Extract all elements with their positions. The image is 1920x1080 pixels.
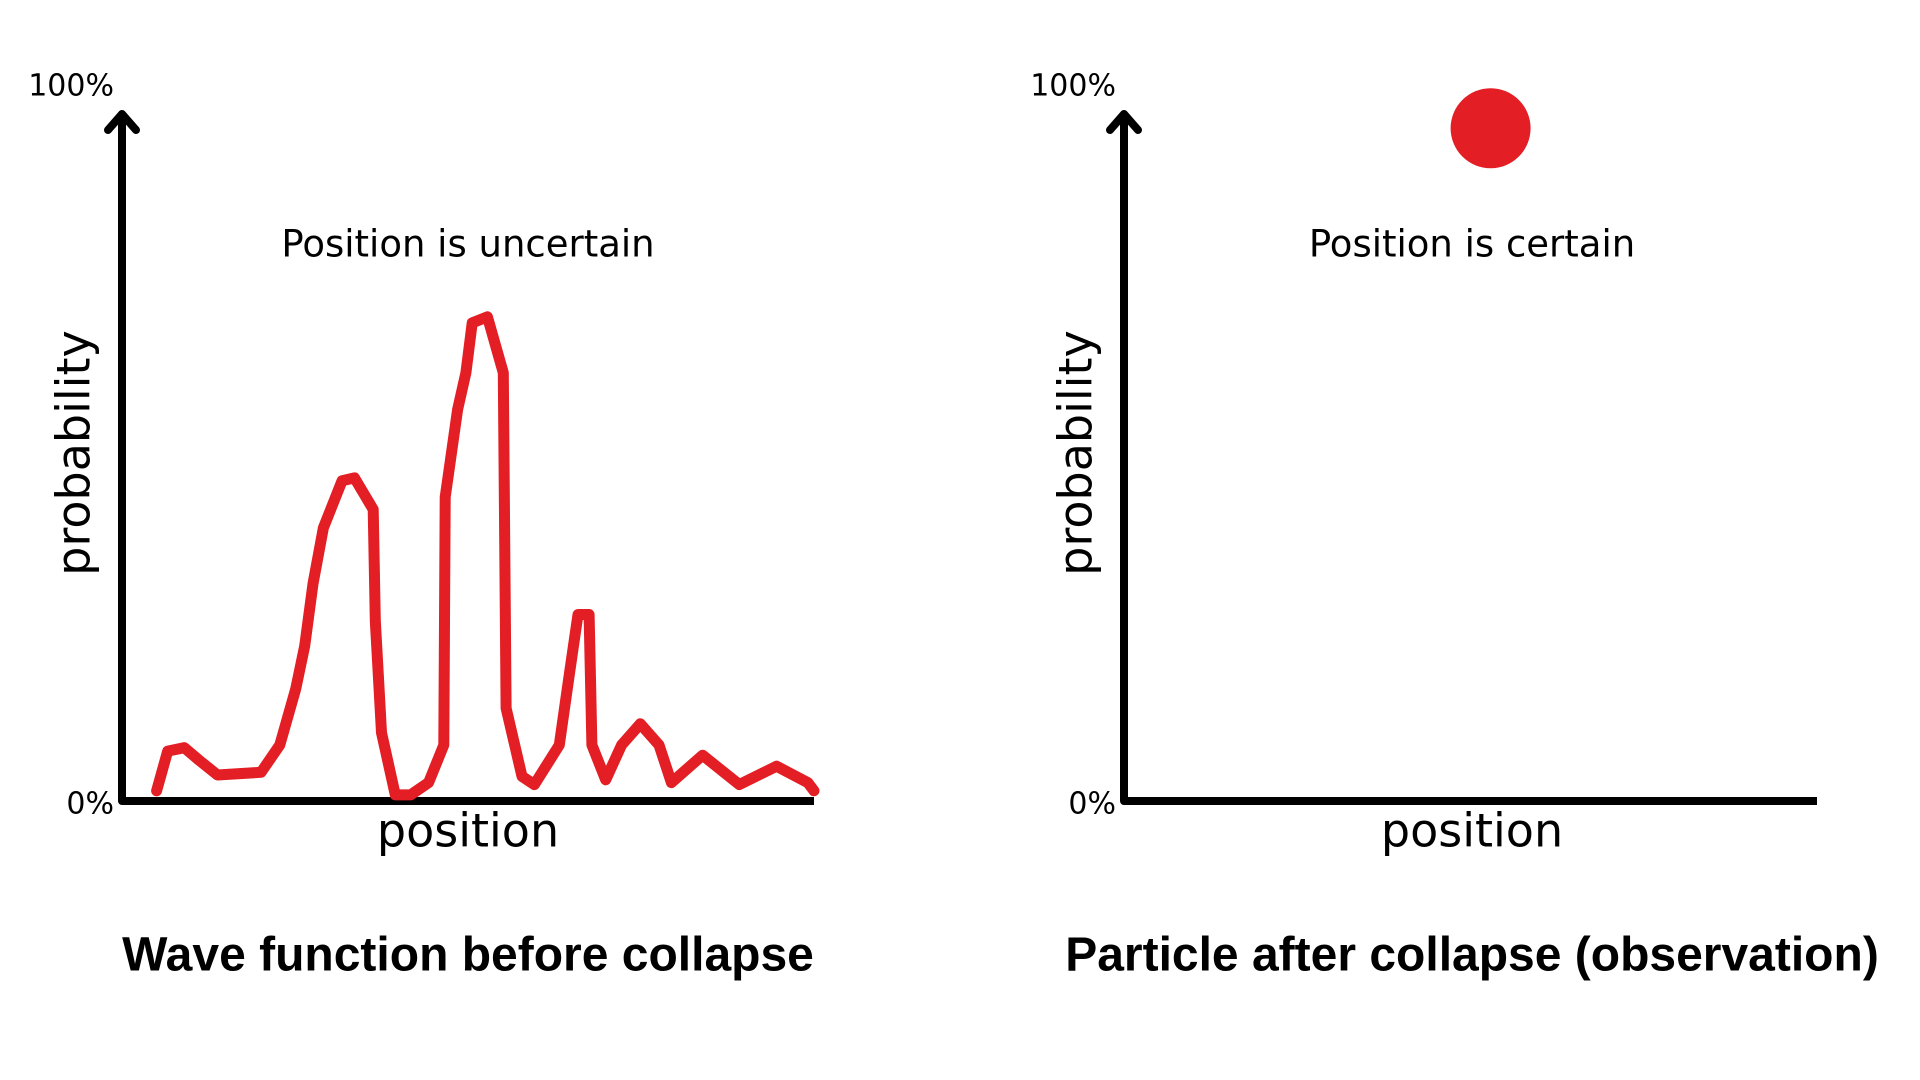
y-axis-label: probability: [1049, 330, 1103, 575]
y-tick-label: 0%: [1068, 787, 1116, 822]
chart-title: Wave function before collapse: [122, 929, 814, 982]
y-tick-label: 0%: [66, 787, 114, 822]
x-axis-label: position: [377, 804, 559, 858]
x-axis-label: position: [1381, 804, 1563, 858]
annotation: Position is uncertain: [281, 223, 654, 266]
y-axis-label: probability: [47, 330, 101, 575]
particle-point: [1450, 88, 1531, 169]
wave-line: [151, 311, 820, 801]
y-axis: [104, 110, 140, 805]
y-axis: [1106, 110, 1142, 805]
y-tick-label: 100%: [1030, 69, 1116, 104]
annotation: Position is certain: [1309, 223, 1635, 266]
chart-title: Particle after collapse (observation): [1065, 929, 1879, 982]
y-tick-label: 100%: [28, 69, 114, 104]
